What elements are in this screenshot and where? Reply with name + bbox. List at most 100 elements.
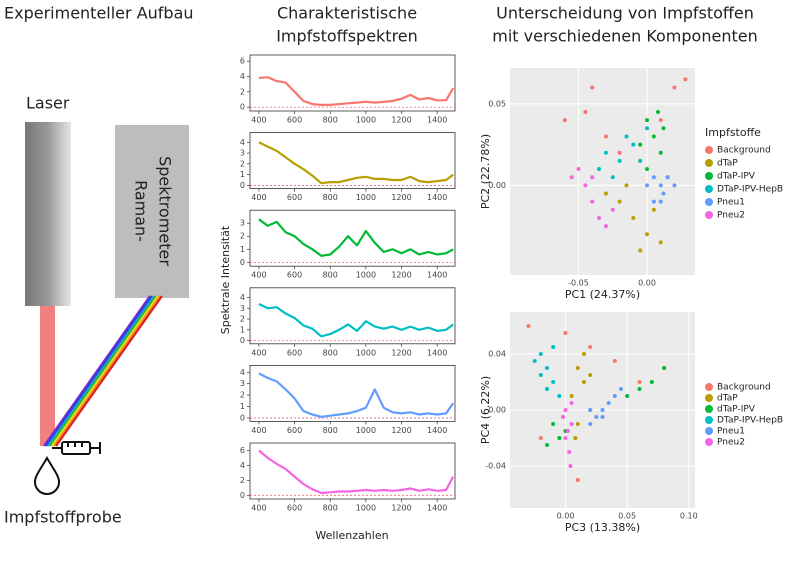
y-tick-label: 1	[240, 402, 245, 411]
y-tick-label: 4	[240, 368, 245, 377]
point	[631, 142, 636, 147]
point	[562, 118, 567, 123]
point	[619, 387, 623, 391]
x-tick-label: 1400	[427, 426, 447, 435]
x-tick-label: 1000	[356, 348, 376, 357]
y-tick-label: 2	[240, 315, 245, 324]
y-tick-label: -0.04	[485, 462, 506, 471]
y-tick-label: 4	[240, 461, 245, 470]
x-tick-label: 1000	[356, 116, 376, 125]
point	[588, 408, 593, 412]
point	[645, 167, 650, 172]
sample-drop	[33, 456, 61, 495]
y-tick-label: 1	[240, 325, 245, 334]
x-axis-label: PC1 (24.37%)	[565, 288, 640, 301]
pca-title: Unterscheidung von Impfstoffen	[496, 4, 754, 23]
point	[597, 215, 602, 220]
point	[600, 408, 605, 412]
x-tick-label: 0.10	[680, 512, 698, 521]
legend-swatch	[705, 405, 713, 413]
x-tick-label: 600	[287, 116, 302, 125]
y-axis-label: PC2 (22.78%)	[479, 134, 492, 209]
point	[610, 207, 615, 212]
y-tick-label: 0	[240, 103, 245, 112]
spectrum-line	[258, 449, 455, 495]
point	[568, 464, 573, 468]
legend-swatch	[705, 438, 713, 446]
point	[569, 394, 574, 398]
point	[672, 183, 677, 188]
point	[563, 408, 568, 412]
point	[551, 422, 556, 426]
x-tick-label: 600	[287, 193, 302, 202]
point	[532, 359, 537, 363]
x-tick-label: 600	[287, 426, 302, 435]
point	[575, 478, 580, 482]
point	[576, 167, 581, 172]
legend-label: Pneu1	[717, 198, 745, 208]
point	[662, 366, 667, 370]
spectrum-line	[258, 372, 455, 418]
x-tick-label: 800	[323, 426, 338, 435]
y-axis-label: PC4 (6.22%)	[479, 376, 492, 444]
point	[658, 183, 663, 188]
x-tick-label: 1400	[427, 193, 447, 202]
spectrum-rays	[43, 295, 163, 447]
x-tick-label: 1400	[427, 348, 447, 357]
plot-frame	[249, 54, 456, 112]
legend-label: DTaP-IPV-HepB	[717, 416, 783, 426]
y-tick-label: 0	[240, 413, 245, 422]
plot-frame	[249, 287, 456, 345]
y-tick-label: 1	[240, 170, 245, 179]
point	[590, 199, 595, 204]
point	[637, 380, 642, 384]
y-tick-label: 4	[240, 138, 245, 147]
legend-label: dTaP	[717, 394, 738, 404]
y-tick-label: 2	[240, 87, 245, 96]
point	[610, 175, 615, 180]
point	[569, 422, 574, 426]
x-tick-label: 800	[323, 193, 338, 202]
point	[651, 199, 656, 204]
plot-frame	[249, 132, 456, 190]
point	[665, 175, 670, 180]
x-tick-label: 400	[251, 426, 266, 435]
point	[612, 359, 617, 363]
point	[637, 387, 642, 391]
point	[563, 331, 568, 335]
point	[638, 142, 643, 147]
x-tick-label: 1400	[427, 116, 447, 125]
point	[538, 352, 543, 356]
spectra-title: Charakteristische	[277, 4, 417, 23]
legend-swatch	[705, 159, 713, 167]
spectrometer-label: Spektrometer	[156, 156, 175, 266]
legend-swatch	[705, 172, 713, 180]
point	[617, 150, 622, 155]
y-tick-label: 3	[240, 379, 245, 388]
y-tick-label: 0	[240, 491, 245, 500]
point	[672, 85, 677, 90]
point	[545, 443, 549, 447]
plot-frame	[249, 209, 456, 267]
point	[565, 429, 570, 433]
x-tick-label: 600	[287, 271, 302, 280]
y-tick-label: 4	[240, 72, 245, 81]
point	[597, 167, 602, 172]
point	[573, 436, 578, 440]
x-tick-label: 0.00	[638, 279, 656, 288]
legend-swatch	[705, 185, 713, 193]
legend-label: dTaP-IPV	[717, 172, 756, 182]
point	[567, 450, 572, 454]
point	[588, 422, 593, 426]
y-axis-label: Spektrale Intensität	[219, 225, 232, 334]
y-tick-label: 2	[240, 232, 245, 241]
point	[588, 345, 593, 349]
point	[603, 224, 608, 229]
point	[603, 134, 608, 139]
x-tick-label: 1200	[391, 348, 411, 357]
point	[658, 118, 663, 123]
y-tick-label: 0.00	[488, 406, 506, 415]
point	[645, 232, 650, 237]
legend-label: dTaP	[717, 159, 738, 169]
